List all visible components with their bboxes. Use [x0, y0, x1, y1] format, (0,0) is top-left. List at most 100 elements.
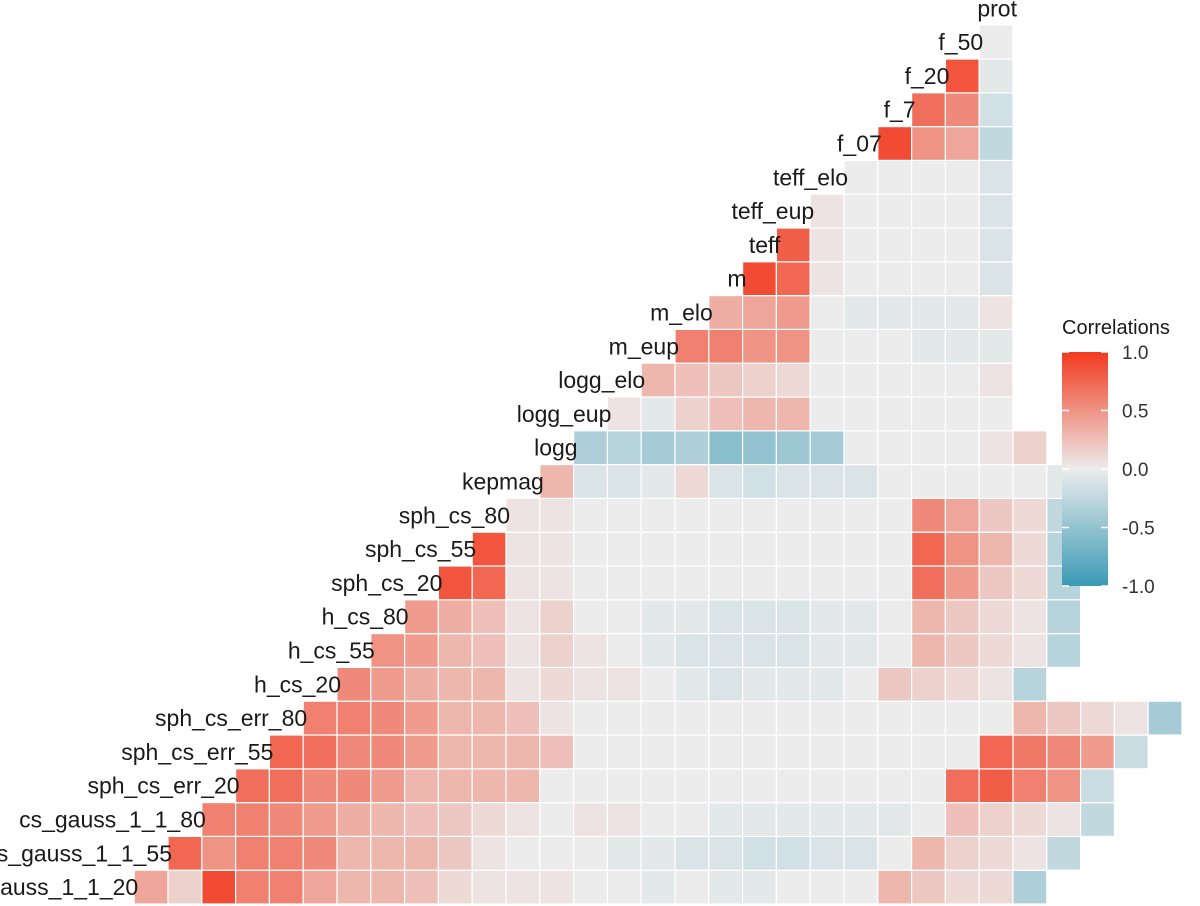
heatmap-cell-sph_cs_80-undefined: [1012, 497, 1048, 533]
legend-tick-label: -0.5: [1122, 519, 1155, 540]
heatmap-cell-teff-f_20: [910, 227, 946, 263]
heatmap-cell-logg_elo-f_20: [910, 362, 946, 398]
heatmap-cell-logg-logg_elo: [606, 430, 642, 466]
heatmap-cell-cs_gauss_1_1_55-f_20: [910, 835, 946, 871]
heatmap-cell-f_7-f_20: [910, 92, 946, 128]
heatmap-cell-m_elo-f_7: [877, 295, 913, 331]
heatmap-cell-logg_eup-m_elo: [674, 396, 710, 432]
heatmap-cell-sph_cs_err_80-teff_eup: [775, 700, 811, 736]
heatmap-cell-sph_cs_err_20-kepmag: [505, 768, 541, 804]
heatmap-cell-sph_cs_80-m_elo: [674, 497, 710, 533]
heatmap-cell-f_7-prot: [978, 92, 1014, 128]
heatmap-cell-cs_gauss_1_1_80-m_elo: [674, 801, 710, 837]
heatmap-cell-h_cs_20-sph_cs_55: [437, 666, 473, 702]
heatmap-cell-h_cs_80-logg: [539, 599, 575, 635]
heatmap-cell-h_cs_20-m_elo: [674, 666, 710, 702]
heatmap-cell-logg-teff: [741, 430, 777, 466]
heatmap-cell-sph_cs_80-teff_elo: [809, 497, 845, 533]
heatmap-cell-kepmag-f_7: [877, 464, 913, 500]
heatmap-cell-sph_cs_err_20-h_cs_20: [302, 768, 338, 804]
heatmap-cell-sph_cs_err_55-sph_cs_20: [404, 734, 440, 770]
heatmap-cell-sph_cs_err_20-sph_cs_err_55: [235, 768, 271, 804]
heatmap-cell-sph_cs_20-f_50: [944, 565, 980, 601]
heatmap-cell-m_eup-teff: [741, 328, 777, 364]
heatmap-cell-sph_cs_55-undefined: [1012, 531, 1048, 567]
heatmap-cell-m_elo-prot: [978, 295, 1014, 331]
heatmap-cell-h_cs_20-h_cs_55: [336, 666, 372, 702]
heatmap-cell-sph_cs_err_55-f_50: [944, 734, 980, 770]
heatmap-cell-h_cs_20-f_20: [910, 666, 946, 702]
heatmap-cell-h_cs_20-m_eup: [640, 666, 676, 702]
heatmap-cell-logg_eup-f_20: [910, 396, 946, 432]
legend-tick-label: -1.0: [1122, 577, 1155, 598]
heatmap-cell-sph_cs_err_80-kepmag: [505, 700, 541, 736]
heatmap-cell-sph_cs_err_55-m: [708, 734, 744, 770]
heatmap-cell-logg_elo-f_7: [877, 362, 913, 398]
heatmap-cell-sph_cs_err_80-m: [708, 700, 744, 736]
heatmap-cell-sph_cs_err_20-m_elo: [674, 768, 710, 804]
heatmap-cell-kepmag-logg_eup: [572, 464, 608, 500]
heatmap-cell-sph_cs_55-kepmag: [505, 531, 541, 567]
heatmap-cell-m-teff: [741, 261, 777, 297]
heatmap-cell-cs_gauss_1_1_80-h_cs_20: [302, 801, 338, 837]
heatmap-cell-h_cs_20-logg_elo: [606, 666, 642, 702]
heatmap-cell-m_eup-m_elo: [674, 328, 710, 364]
heatmap-cell-kepmag-teff_eup: [775, 464, 811, 500]
heatmap-cell-cs_gauss_1_1_55-teff_elo: [809, 835, 845, 871]
heatmap-cell-logg-teff_eup: [775, 430, 811, 466]
heatmap-cell-sph_cs_err_80-h_cs_20: [302, 700, 338, 736]
heatmap-cell-sph_cs_55-m_eup: [640, 531, 676, 567]
heatmap-cell-cs_gauss_1_1_20-sph_cs_err_20: [201, 869, 237, 905]
heatmap-cell-sph_cs_80-logg_eup: [572, 497, 608, 533]
heatmap-cell-sph_cs_err_55-logg: [539, 734, 575, 770]
heatmap-cell-sph_cs_55-logg_eup: [572, 531, 608, 567]
heatmap-cell-sph_cs_err_20-m_eup: [640, 768, 676, 804]
heatmap-cell-sph_cs_err_20-logg_eup: [572, 768, 608, 804]
heatmap-cell-m_elo-f_07: [843, 295, 879, 331]
heatmap-cell-sph_cs_err_55-h_cs_80: [370, 734, 406, 770]
heatmap-cell-f_20-f_50: [944, 58, 980, 94]
heatmap-cell-sph_cs_err_80-m_eup: [640, 700, 676, 736]
heatmap-cell-kepmag-m_eup: [640, 464, 676, 500]
heatmap-cell-logg_elo-teff: [741, 362, 777, 398]
heatmap-cell-sph_cs_80-logg: [539, 497, 575, 533]
heatmap-cell-m-f_20: [910, 261, 946, 297]
heatmap-cell-sph_cs_err_55-undefined: [1012, 734, 1048, 770]
heatmap-cell-h_cs_80-teff_elo: [809, 599, 845, 635]
heatmap-cell-sph_cs_80-f_20: [910, 497, 946, 533]
heatmap-cell-kepmag-logg_elo: [606, 464, 642, 500]
heatmap-cell-teff-teff_eup: [775, 227, 811, 263]
heatmap-cell-sph_cs_err_80-h_cs_55: [336, 700, 372, 736]
heatmap-cell-logg_eup-f_07: [843, 396, 879, 432]
heatmap-cell-sph_cs_err_20-logg: [539, 768, 575, 804]
heatmap-cell-sph_cs_err_20-sph_cs_55: [437, 768, 473, 804]
heatmap-cell-sph_cs_err_80-undefined: [1079, 700, 1115, 736]
heatmap-cell-h_cs_55-prot: [978, 632, 1014, 668]
heatmap-cell-cs_gauss_1_1_20-f_07: [843, 869, 879, 905]
variable-label-m_elo: m_elo: [650, 300, 713, 326]
heatmap-cell-sph_cs_err_80-undefined: [1113, 700, 1149, 736]
heatmap-cell-m_elo-m: [708, 295, 744, 331]
heatmap-cell-sph_cs_err_80-sph_cs_55: [437, 700, 473, 736]
legend: Correlations 1.0 0.5 0.0 -0.5 -1.0: [1062, 317, 1170, 598]
heatmap-cell-sph_cs_20-m_eup: [640, 565, 676, 601]
heatmap-cell-sph_cs_err_20-h_cs_55: [336, 768, 372, 804]
heatmap-cell-sph_cs_20-prot: [978, 565, 1014, 601]
heatmap-cell-h_cs_20-undefined: [1012, 666, 1048, 702]
heatmap-cell-sph_cs_55-f_7: [877, 531, 913, 567]
heatmap-cell-sph_cs_err_80-f_7: [877, 700, 913, 736]
heatmap-cell-f_07-f_7: [877, 125, 913, 161]
heatmap-cell-teff_eup-f_7: [877, 193, 913, 229]
heatmap-cell-h_cs_80-kepmag: [505, 599, 541, 635]
heatmap-cell-kepmag-m_elo: [674, 464, 710, 500]
variable-label-teff_elo: teff_elo: [773, 164, 848, 190]
heatmap-cell-logg-m_elo: [674, 430, 710, 466]
heatmap-cell-h_cs_20-kepmag: [505, 666, 541, 702]
heatmap-cell-cs_gauss_1_1_80-sph_cs_20: [404, 801, 440, 837]
heatmap-cell-sph_cs_20-kepmag: [505, 565, 541, 601]
heatmap-cell-cs_gauss_1_1_55-f_7: [877, 835, 913, 871]
heatmap-cell-h_cs_80-undefined: [1046, 599, 1082, 635]
heatmap-cell-cs_gauss_1_1_80-logg: [539, 801, 575, 837]
heatmap-cell-cs_gauss_1_1_20-f_7: [877, 869, 913, 905]
heatmap-cell-cs_gauss_1_1_20-h_cs_80: [370, 869, 406, 905]
